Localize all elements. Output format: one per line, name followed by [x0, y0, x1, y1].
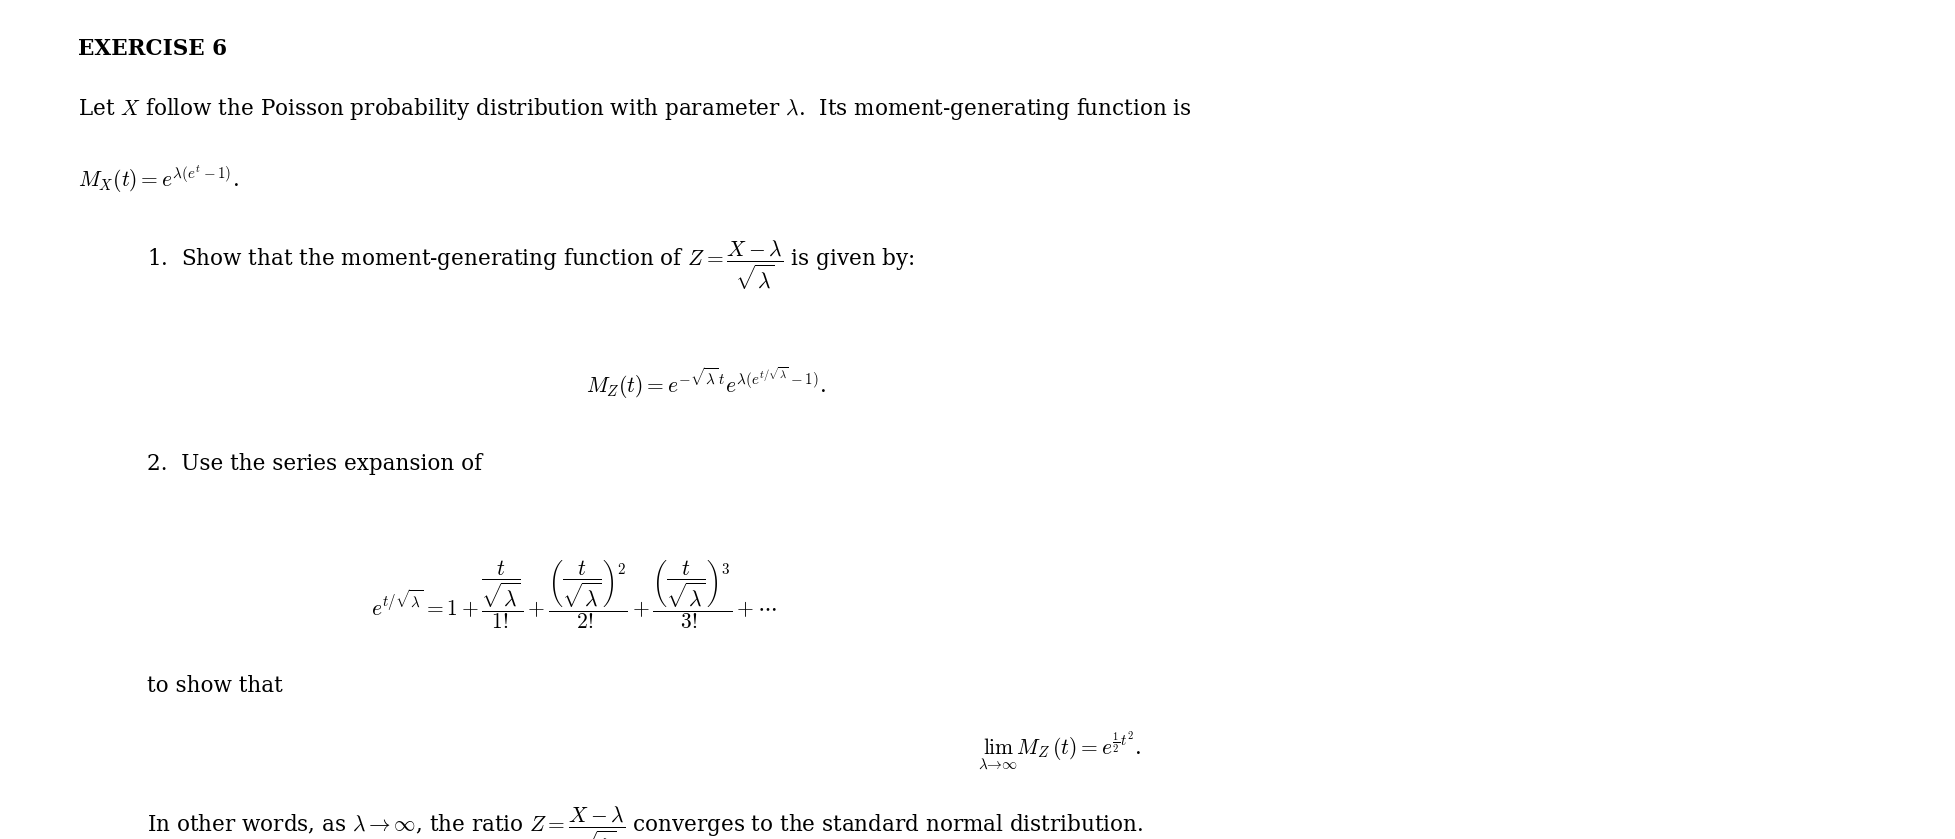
Text: $M_Z(t) = e^{-\sqrt{\lambda}\,t}e^{\lambda(e^{t/\sqrt{\lambda}}-1)}$.: $M_Z(t) = e^{-\sqrt{\lambda}\,t}e^{\lamb…: [586, 365, 827, 401]
Text: In other words, as $\lambda \to \infty$, the ratio $Z = \dfrac{X-\lambda}{\sqrt{: In other words, as $\lambda \to \infty$,…: [147, 805, 1144, 839]
Text: $M_X(t) = e^{\lambda(e^t-1)}$.: $M_X(t) = e^{\lambda(e^t-1)}$.: [78, 164, 239, 195]
Text: $e^{t/\sqrt{\lambda}} = 1 + \dfrac{\dfrac{t}{\sqrt{\lambda}}}{1!} + \dfrac{\left: $e^{t/\sqrt{\lambda}} = 1 + \dfrac{\dfra…: [371, 558, 778, 631]
Text: to show that: to show that: [147, 675, 282, 697]
Text: 1.  Show that the moment-generating function of $Z = \dfrac{X-\lambda}{\sqrt{\la: 1. Show that the moment-generating funct…: [147, 239, 915, 292]
Text: EXERCISE 6: EXERCISE 6: [78, 38, 227, 60]
Text: $\lim_{\lambda\to\infty} M_Z(t) = e^{\frac{1}{2}t^2}$.: $\lim_{\lambda\to\infty} M_Z(t) = e^{\fr…: [978, 730, 1142, 772]
Text: 2.  Use the series expansion of: 2. Use the series expansion of: [147, 453, 481, 475]
Text: Let $X$ follow the Poisson probability distribution with parameter $\lambda$.  I: Let $X$ follow the Poisson probability d…: [78, 96, 1193, 122]
